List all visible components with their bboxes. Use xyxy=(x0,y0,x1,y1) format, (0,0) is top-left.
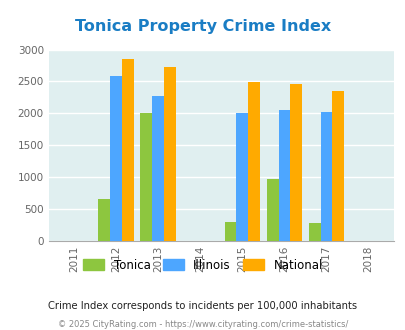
Bar xyxy=(308,223,320,241)
Bar xyxy=(266,179,278,241)
Bar xyxy=(152,96,164,241)
Bar xyxy=(236,113,247,241)
Bar xyxy=(140,113,152,241)
Legend: Tonica, Illinois, National: Tonica, Illinois, National xyxy=(78,254,327,276)
Bar xyxy=(110,76,122,241)
Bar xyxy=(247,82,259,241)
Text: Crime Index corresponds to incidents per 100,000 inhabitants: Crime Index corresponds to incidents per… xyxy=(48,301,357,311)
Bar xyxy=(224,222,236,241)
Bar xyxy=(332,91,343,241)
Bar xyxy=(122,59,133,241)
Text: © 2025 CityRating.com - https://www.cityrating.com/crime-statistics/: © 2025 CityRating.com - https://www.city… xyxy=(58,319,347,329)
Bar xyxy=(164,67,175,241)
Bar xyxy=(278,110,290,241)
Bar xyxy=(290,84,301,241)
Text: Tonica Property Crime Index: Tonica Property Crime Index xyxy=(75,19,330,34)
Bar xyxy=(320,112,332,241)
Bar xyxy=(98,199,110,241)
